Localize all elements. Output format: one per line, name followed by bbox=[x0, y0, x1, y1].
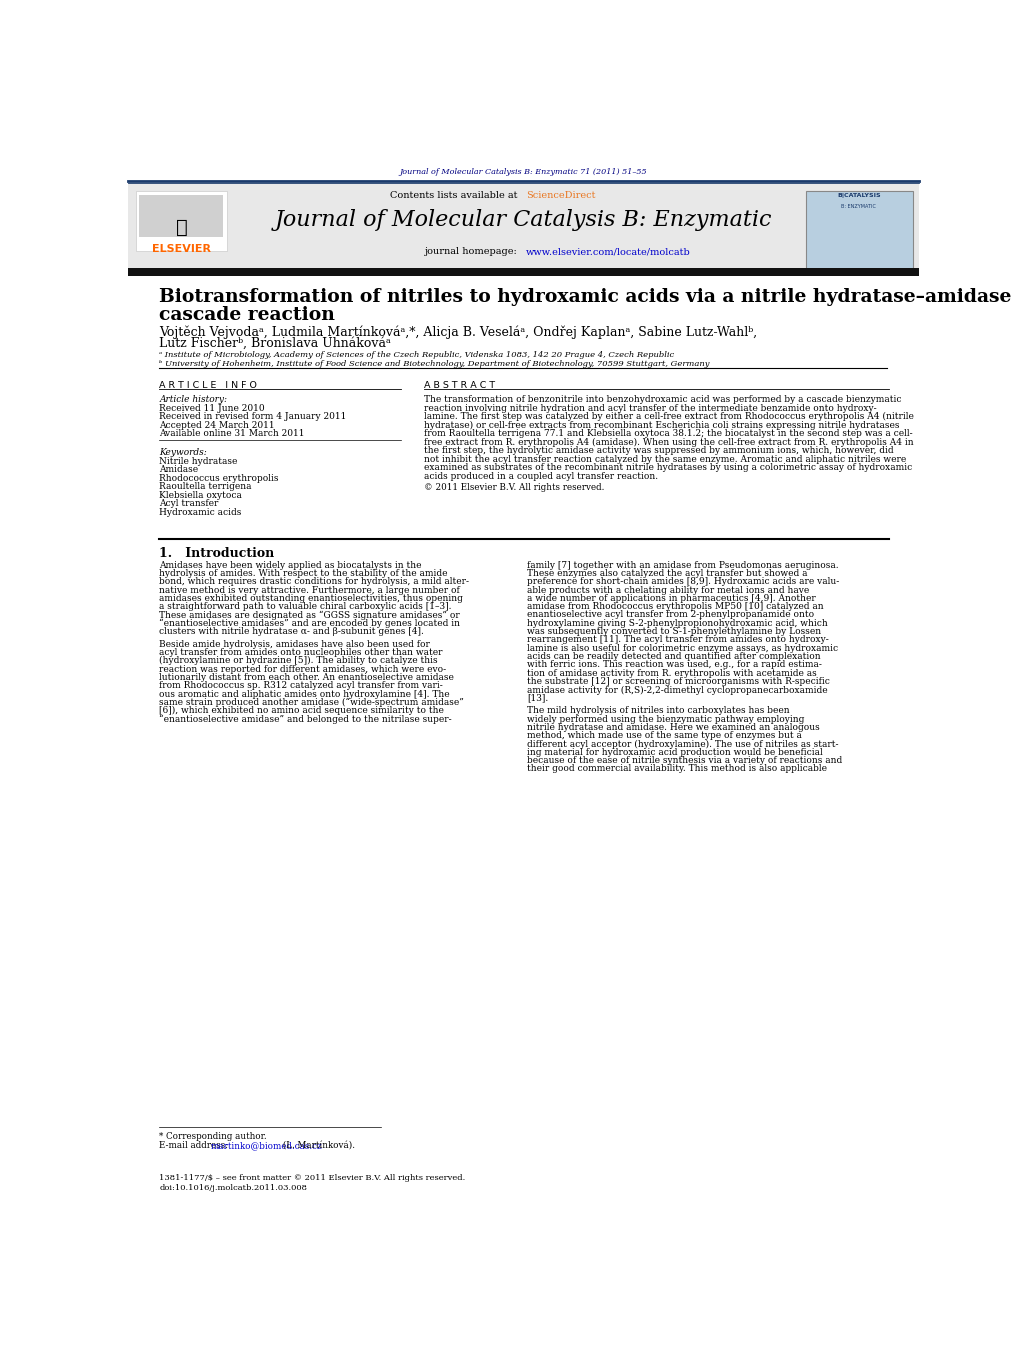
Text: 1381-1177/$ – see front matter © 2011 Elsevier B.V. All rights reserved.: 1381-1177/$ – see front matter © 2011 El… bbox=[159, 1174, 466, 1182]
Text: from Raoultella terrigena 77.1 and Klebsiella oxytoca 38.1.2; the biocatalyst in: from Raoultella terrigena 77.1 and Klebs… bbox=[425, 430, 913, 438]
Text: B: ENZYMATIC: B: ENZYMATIC bbox=[841, 204, 876, 209]
Text: ScienceDirect: ScienceDirect bbox=[526, 192, 595, 200]
Text: from Rhodococcus sp. R312 catalyzed acyl transfer from vari-: from Rhodococcus sp. R312 catalyzed acyl… bbox=[159, 681, 443, 690]
Text: the first step, the hydrolytic amidase activity was suppressed by ammonium ions,: the first step, the hydrolytic amidase a… bbox=[425, 446, 894, 455]
Text: because of the ease of nitrile synthesis via a variety of reactions and: because of the ease of nitrile synthesis… bbox=[527, 757, 842, 765]
Text: enantioselective acyl transfer from 2-phenylpropanamide onto: enantioselective acyl transfer from 2-ph… bbox=[527, 611, 815, 620]
Text: journal homepage:: journal homepage: bbox=[425, 247, 521, 257]
Text: lutionarily distant from each other. An enantioselective amidase: lutionarily distant from each other. An … bbox=[159, 673, 454, 682]
Text: tion of amidase activity from R. erythropolis with acetamide as: tion of amidase activity from R. erythro… bbox=[527, 669, 817, 678]
Text: the substrate [12] or screening of microorganisms with R-specific: the substrate [12] or screening of micro… bbox=[527, 677, 830, 686]
Text: [13].: [13]. bbox=[527, 693, 548, 703]
Text: * Corresponding author.: * Corresponding author. bbox=[159, 1132, 266, 1140]
Text: Received 11 June 2010: Received 11 June 2010 bbox=[159, 404, 264, 412]
Text: acids can be readily detected and quantified after complexation: acids can be readily detected and quanti… bbox=[527, 653, 821, 661]
Text: examined as substrates of the recombinant nitrile hydratases by using a colorime: examined as substrates of the recombinan… bbox=[425, 463, 913, 473]
Text: free extract from R. erythropolis A4 (amidase). When using the cell-free extract: free extract from R. erythropolis A4 (am… bbox=[425, 438, 914, 447]
Text: Hydroxamic acids: Hydroxamic acids bbox=[159, 508, 242, 517]
Text: ous aromatic and aliphatic amides onto hydroxylamine [4]. The: ous aromatic and aliphatic amides onto h… bbox=[159, 689, 450, 698]
Text: (L. Martínková).: (L. Martínková). bbox=[281, 1142, 355, 1150]
Text: Vojtěch Vejvodaᵃ, Ludmila Martínkováᵃ,*, Alicja B. Veseláᵃ, Ondřej Kaplanᵃ, Sabi: Vojtěch Vejvodaᵃ, Ludmila Martínkováᵃ,*,… bbox=[159, 326, 758, 339]
Text: reaction involving nitrile hydration and acyl transfer of the intermediate benza: reaction involving nitrile hydration and… bbox=[425, 404, 877, 412]
Text: hydroxylamine giving S-2-phenylpropionohydroxamic acid, which: hydroxylamine giving S-2-phenylpropionoh… bbox=[527, 619, 828, 628]
Text: martinko@biomed.cas.cz: martinko@biomed.cas.cz bbox=[210, 1142, 323, 1150]
Text: amidase activity for (R,S)-2,2-dimethyl cyclopropanecarboxamide: amidase activity for (R,S)-2,2-dimethyl … bbox=[527, 685, 828, 694]
Text: rearrangement [11]. The acyl transfer from amides onto hydroxy-: rearrangement [11]. The acyl transfer fr… bbox=[527, 635, 829, 644]
Text: “enantioselective amidase” and belonged to the nitrilase super-: “enantioselective amidase” and belonged … bbox=[159, 715, 452, 724]
Text: Available online 31 March 2011: Available online 31 March 2011 bbox=[159, 430, 305, 438]
Text: E-mail address:: E-mail address: bbox=[159, 1142, 231, 1150]
Text: with ferric ions. This reaction was used, e.g., for a rapid estima-: with ferric ions. This reaction was used… bbox=[527, 661, 822, 669]
Text: Amidase: Amidase bbox=[159, 465, 198, 474]
Text: ing material for hydroxamic acid production would be beneficial: ing material for hydroxamic acid product… bbox=[527, 748, 823, 757]
Text: reaction was reported for different amidases, which were evo-: reaction was reported for different amid… bbox=[159, 665, 446, 674]
Text: acids produced in a coupled acyl transfer reaction.: acids produced in a coupled acyl transfe… bbox=[425, 471, 659, 481]
Text: ᵃ Institute of Microbiology, Academy of Sciences of the Czech Republic, Videnska: ᵃ Institute of Microbiology, Academy of … bbox=[159, 351, 675, 359]
Text: acyl transfer from amides onto nucleophiles other than water: acyl transfer from amides onto nucleophi… bbox=[159, 648, 443, 657]
Text: A R T I C L E   I N F O: A R T I C L E I N F O bbox=[159, 381, 257, 389]
Text: clusters with nitrile hydratase α- and β-subunit genes [4].: clusters with nitrile hydratase α- and β… bbox=[159, 627, 424, 636]
Text: Contents lists available at: Contents lists available at bbox=[390, 192, 521, 200]
Text: ᵇ University of Hohenheim, Institute of Food Science and Biotechnology, Departme: ᵇ University of Hohenheim, Institute of … bbox=[159, 359, 710, 367]
Text: A B S T R A C T: A B S T R A C T bbox=[425, 381, 495, 389]
Text: The transformation of benzonitrile into benzohydroxamic acid was performed by a : The transformation of benzonitrile into … bbox=[425, 394, 902, 404]
Text: lamine is also useful for colorimetric enzyme assays, as hydroxamic: lamine is also useful for colorimetric e… bbox=[527, 644, 838, 653]
Text: amidase from Rhodococcus erythropolis MP50 [10] catalyzed an: amidase from Rhodococcus erythropolis MP… bbox=[527, 603, 824, 611]
Text: hydrolysis of amides. With respect to the stability of the amide: hydrolysis of amides. With respect to th… bbox=[159, 569, 448, 578]
Text: lamine. The first step was catalyzed by either a cell-free extract from Rhodococ: lamine. The first step was catalyzed by … bbox=[425, 412, 914, 422]
Text: bond, which requires drastic conditions for hydrolysis, a mild alter-: bond, which requires drastic conditions … bbox=[159, 577, 470, 586]
Text: (hydroxylamine or hydrazine [5]). The ability to catalyze this: (hydroxylamine or hydrazine [5]). The ab… bbox=[159, 657, 438, 666]
Text: Amidases have been widely applied as biocatalysts in the: Amidases have been widely applied as bio… bbox=[159, 561, 422, 570]
Text: Nitrile hydratase: Nitrile hydratase bbox=[159, 457, 238, 466]
Text: These enzymes also catalyzed the acyl transfer but showed a: These enzymes also catalyzed the acyl tr… bbox=[527, 569, 808, 578]
Text: family [7] together with an amidase from Pseudomonas aeruginosa.: family [7] together with an amidase from… bbox=[527, 561, 839, 570]
Text: hydratase) or cell-free extracts from recombinant Escherichia coli strains expre: hydratase) or cell-free extracts from re… bbox=[425, 420, 900, 430]
Text: Journal of Molecular Catalysis B: Enzymatic: Journal of Molecular Catalysis B: Enzyma… bbox=[275, 209, 772, 231]
Text: B|CATALYSIS: B|CATALYSIS bbox=[837, 193, 880, 199]
Text: Article history:: Article history: bbox=[159, 394, 228, 404]
Text: native method is very attractive. Furthermore, a large number of: native method is very attractive. Furthe… bbox=[159, 585, 460, 594]
Text: a wide number of applications in pharmaceutics [4,9]. Another: a wide number of applications in pharmac… bbox=[527, 594, 816, 603]
Text: 1.   Introduction: 1. Introduction bbox=[159, 547, 275, 561]
Bar bbox=[136, 192, 227, 250]
Text: not inhibit the acyl transfer reaction catalyzed by the same enzyme. Aromatic an: not inhibit the acyl transfer reaction c… bbox=[425, 455, 907, 463]
Bar bbox=[806, 192, 913, 269]
Text: ELSEVIER: ELSEVIER bbox=[152, 245, 211, 254]
Text: method, which made use of the same type of enzymes but a: method, which made use of the same type … bbox=[527, 731, 803, 740]
Text: doi:10.1016/j.molcatb.2011.03.008: doi:10.1016/j.molcatb.2011.03.008 bbox=[159, 1183, 307, 1192]
Text: Klebsiella oxytoca: Klebsiella oxytoca bbox=[159, 490, 242, 500]
Bar bbox=[128, 269, 919, 276]
Text: Accepted 24 March 2011: Accepted 24 March 2011 bbox=[159, 420, 275, 430]
Text: Acyl transfer: Acyl transfer bbox=[159, 500, 218, 508]
Text: Raoultella terrigena: Raoultella terrigena bbox=[159, 482, 252, 492]
Text: Lutz Fischerᵇ, Bronislava Uhnákováᵃ: Lutz Fischerᵇ, Bronislava Uhnákováᵃ bbox=[159, 336, 391, 350]
Text: © 2011 Elsevier B.V. All rights reserved.: © 2011 Elsevier B.V. All rights reserved… bbox=[425, 482, 604, 492]
Text: widely performed using the bienzymatic pathway employing: widely performed using the bienzymatic p… bbox=[527, 715, 805, 724]
Text: The mild hydrolysis of nitriles into carboxylates has been: The mild hydrolysis of nitriles into car… bbox=[527, 707, 790, 715]
Bar bbox=[128, 182, 919, 269]
Text: their good commercial availability. This method is also applicable: their good commercial availability. This… bbox=[527, 765, 827, 773]
Text: These amidases are designated as “GGSS signature amidases” or: These amidases are designated as “GGSS s… bbox=[159, 611, 460, 620]
Text: amidases exhibited outstanding enantioselectivities, thus opening: amidases exhibited outstanding enantiose… bbox=[159, 594, 464, 603]
Text: cascade reaction: cascade reaction bbox=[159, 305, 335, 324]
Text: Beside amide hydrolysis, amidases have also been used for: Beside amide hydrolysis, amidases have a… bbox=[159, 639, 430, 648]
Text: www.elsevier.com/locate/molcatb: www.elsevier.com/locate/molcatb bbox=[526, 247, 690, 257]
Text: 🌿: 🌿 bbox=[176, 219, 187, 238]
Text: Biotransformation of nitriles to hydroxamic acids via a nitrile hydratase–amidas: Biotransformation of nitriles to hydroxa… bbox=[159, 288, 1012, 305]
Text: was subsequently converted to S-1-phenylethylamine by Lossen: was subsequently converted to S-1-phenyl… bbox=[527, 627, 821, 636]
Text: Keywords:: Keywords: bbox=[159, 449, 207, 457]
Text: preference for short-chain amides [8,9]. Hydroxamic acids are valu-: preference for short-chain amides [8,9].… bbox=[527, 577, 839, 586]
Text: able products with a chelating ability for metal ions and have: able products with a chelating ability f… bbox=[527, 585, 810, 594]
Text: a straightforward path to valuable chiral carboxylic acids [1–3].: a straightforward path to valuable chira… bbox=[159, 603, 451, 611]
Text: nitrile hydratase and amidase. Here we examined an analogous: nitrile hydratase and amidase. Here we e… bbox=[527, 723, 820, 732]
Text: Journal of Molecular Catalysis B: Enzymatic 71 (2011) 51–55: Journal of Molecular Catalysis B: Enzyma… bbox=[399, 168, 647, 176]
Bar bbox=[140, 196, 223, 236]
Text: same strain produced another amidase (“wide-spectrum amidase”: same strain produced another amidase (“w… bbox=[159, 698, 465, 707]
Text: [6]), which exhibited no amino acid sequence similarity to the: [6]), which exhibited no amino acid sequ… bbox=[159, 707, 444, 715]
Text: Rhodococcus erythropolis: Rhodococcus erythropolis bbox=[159, 474, 279, 482]
Text: “enantioselective amidases” and are encoded by genes located in: “enantioselective amidases” and are enco… bbox=[159, 619, 460, 628]
Text: Received in revised form 4 January 2011: Received in revised form 4 January 2011 bbox=[159, 412, 347, 422]
Text: different acyl acceptor (hydroxylamine). The use of nitriles as start-: different acyl acceptor (hydroxylamine).… bbox=[527, 739, 838, 748]
